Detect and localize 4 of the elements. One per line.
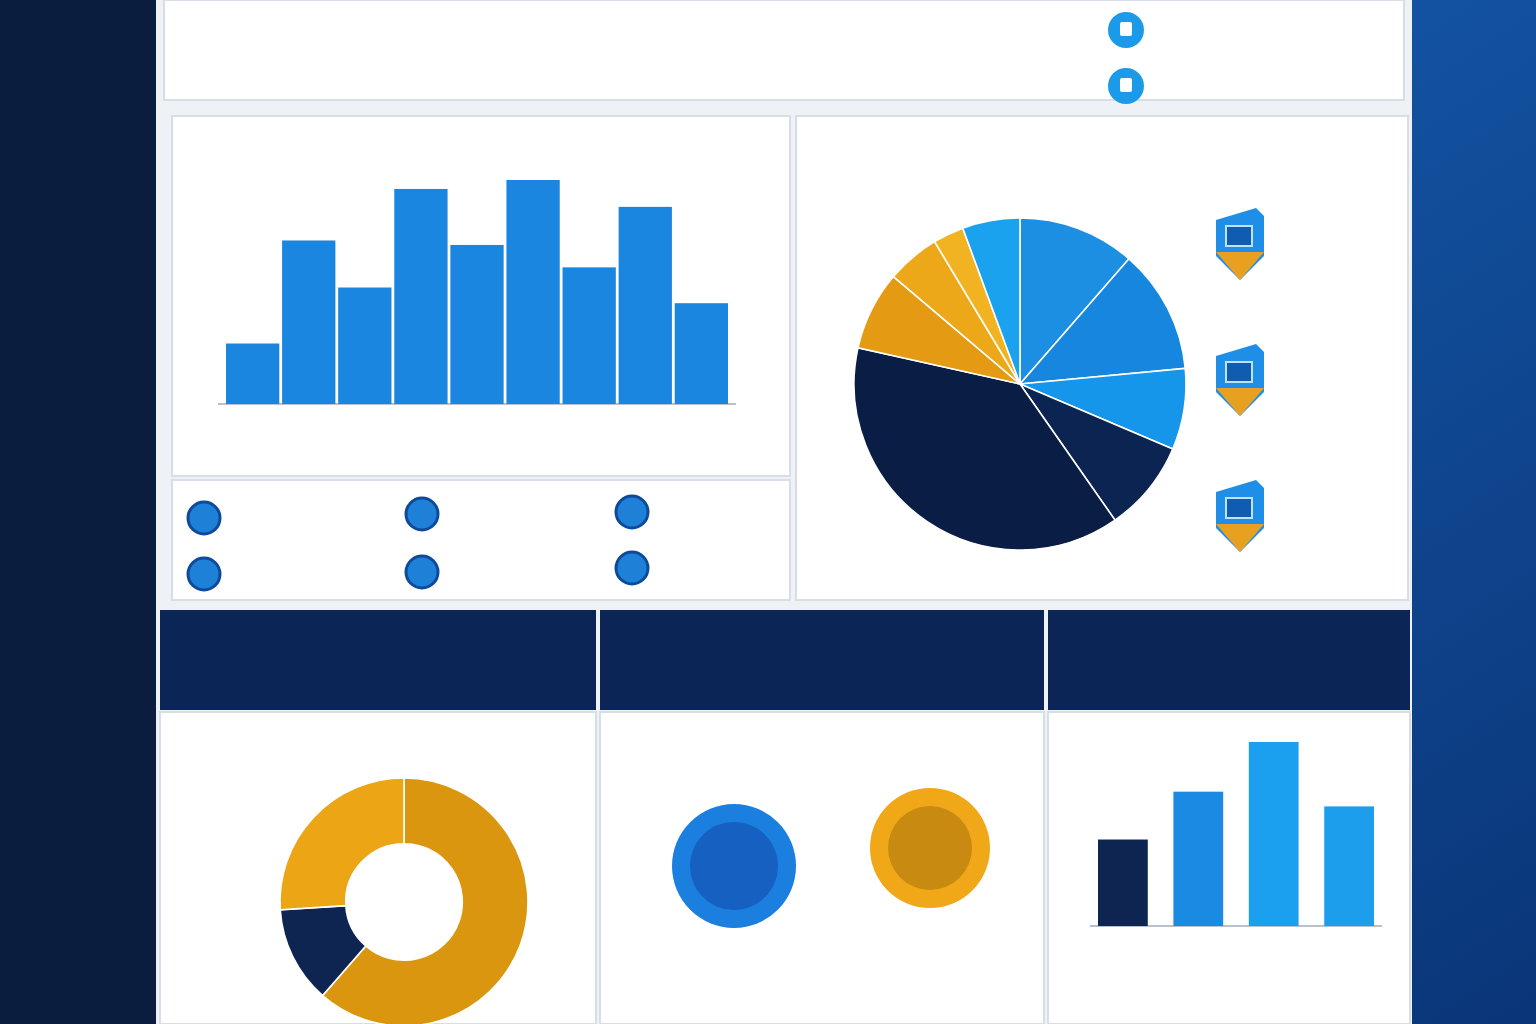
bar bbox=[1173, 791, 1224, 926]
bar bbox=[1324, 806, 1374, 926]
bar bbox=[1098, 839, 1148, 926]
bar bbox=[1248, 742, 1299, 926]
